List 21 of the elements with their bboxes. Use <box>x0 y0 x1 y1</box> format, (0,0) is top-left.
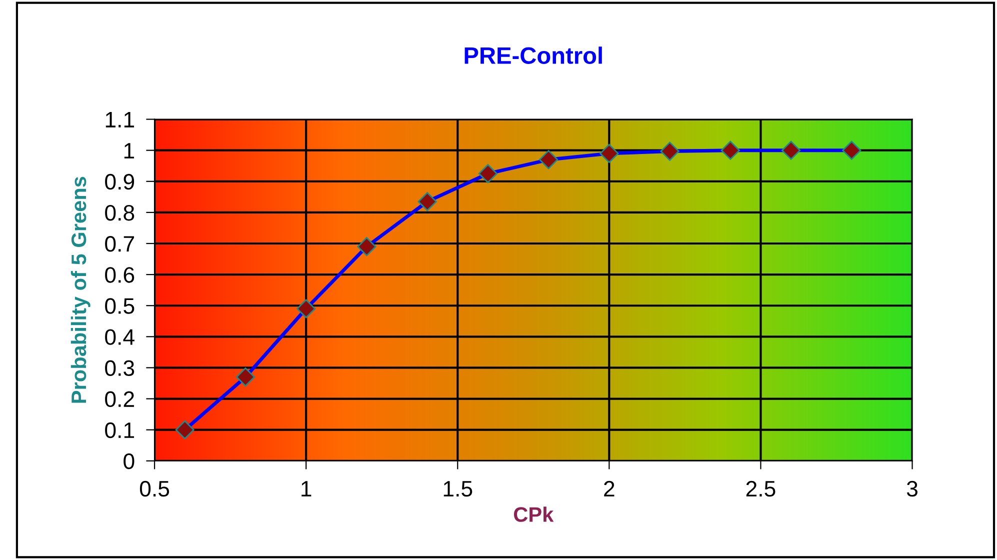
y-tick-label: 0.9 <box>105 174 134 190</box>
y-tick-label: 0.1 <box>105 422 134 438</box>
y-tick-label: 1 <box>124 143 134 158</box>
y-tick-label: 0.5 <box>105 298 134 314</box>
y-tick-label: 0.8 <box>105 204 134 221</box>
x-tick-label: 0.5 <box>140 480 170 497</box>
y-tick-label: 0 <box>124 453 134 470</box>
y-tick-label: 0.3 <box>105 360 134 376</box>
x-tick-label: 3 <box>906 480 918 497</box>
chart-title: PRE-Control <box>464 46 602 64</box>
y-tick-label: 0.6 <box>105 267 134 283</box>
y-tick-label: 0.4 <box>105 329 134 345</box>
x-tick-label: 2.5 <box>746 480 776 497</box>
y-tick-label: 0.7 <box>105 236 134 252</box>
y-tick-label: 0.2 <box>105 391 134 408</box>
x-tick-label: 1.5 <box>444 481 472 497</box>
y-tick-label: 1.1 <box>106 112 134 128</box>
x-tick-label: 1 <box>302 481 312 496</box>
x-tick-label: 2 <box>604 480 614 496</box>
x-axis-title: CPk <box>514 506 554 522</box>
y-axis-title: Probability of 5 Greens <box>70 176 90 403</box>
